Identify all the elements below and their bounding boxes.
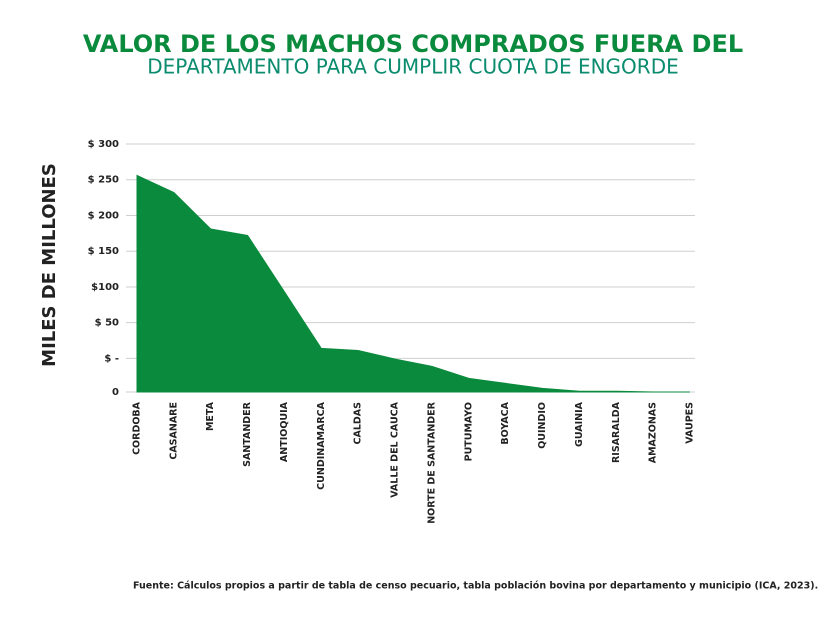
source-note: Fuente: Cálculos propios a partir de tab…	[133, 581, 818, 592]
x-tick-label: AMAZONAS	[648, 402, 659, 463]
y-axis-label: MILES DE MILLONES	[39, 163, 60, 367]
x-tick-label: NORTE DE SANTANDER	[426, 401, 437, 523]
y-tick-label: $ 300	[88, 139, 119, 150]
y-tick-label: 0	[112, 387, 119, 398]
y-tick-label: $ 50	[95, 318, 119, 329]
y-tick-label: $ 250	[88, 175, 119, 186]
y-tick-label: $ 150	[88, 246, 119, 257]
x-tick-label: CALDAS	[353, 402, 364, 445]
chart-subtitle: DEPARTAMENTO PARA CUMPLIR CUOTA DE ENGOR…	[147, 55, 678, 79]
x-tick-label: SANTANDER	[242, 401, 253, 467]
x-tick-label: BOYACA	[500, 401, 511, 444]
x-tick-label: QUINDIO	[537, 402, 548, 449]
chart-title: VALOR DE LOS MACHOS COMPRADOS FUERA DEL	[83, 30, 743, 58]
x-tick-label: CASANARE	[168, 402, 179, 460]
x-tick-label: CUNDINAMARCA	[316, 401, 327, 489]
x-tick-label: VAUPES	[685, 402, 696, 444]
x-tick-label: ANTIOQUIA	[279, 401, 290, 462]
x-tick-label: VALLE DEL CAUCA	[390, 401, 401, 497]
y-tick-label: $100	[91, 282, 119, 293]
x-tick-label: GUAINIA	[574, 401, 585, 447]
y-tick-label: $ -	[104, 353, 119, 364]
y-tick-label: $ 200	[88, 210, 119, 221]
x-tick-label: RISARALDA	[611, 401, 622, 463]
area	[136, 174, 690, 393]
x-tick-label: CORDOBA	[132, 401, 143, 455]
x-tick-label: META	[205, 401, 216, 431]
x-tick-label: PUTUMAYO	[463, 402, 474, 461]
